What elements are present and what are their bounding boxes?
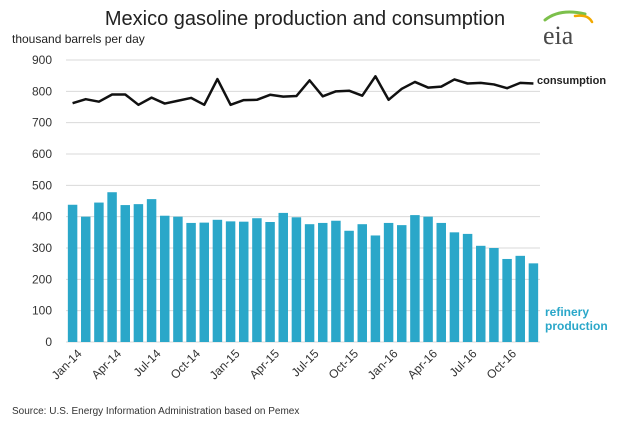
x-tick-label: Oct-15 — [326, 346, 362, 382]
consumption-series-label: consumption — [537, 75, 606, 87]
x-tick-label: Jul-16 — [447, 346, 480, 379]
x-tick-label: Jan-14 — [49, 346, 85, 382]
x-tick-label: Jul-14 — [131, 346, 164, 379]
bar — [146, 199, 157, 342]
bar — [199, 222, 209, 342]
x-tick-label: Oct-14 — [168, 346, 204, 382]
y-tick-label: 600 — [32, 147, 52, 161]
y-tick-label: 300 — [32, 241, 52, 255]
bar — [225, 221, 236, 342]
y-tick-label: 700 — [32, 116, 52, 130]
y-tick-label: 900 — [32, 53, 52, 67]
x-tick-label: Oct-16 — [484, 346, 520, 382]
eia-logo-swoosh — [543, 10, 587, 22]
source-note: Source: U.S. Energy Information Administ… — [12, 406, 299, 417]
bar — [476, 245, 486, 342]
bar — [212, 219, 223, 342]
bar — [239, 221, 249, 342]
bar — [383, 222, 394, 342]
series-label-word: production — [545, 319, 608, 333]
y-tick-label: 0 — [45, 335, 52, 349]
bar — [291, 217, 302, 342]
y-tick-label: 800 — [32, 84, 52, 98]
bar — [107, 192, 117, 342]
bar — [436, 222, 446, 342]
bar — [410, 215, 420, 342]
y-tick-label: 200 — [32, 272, 52, 286]
y-axis-ticks: 0 100 200 300 400 500 600 700 800 900 — [32, 53, 52, 349]
consumption-line — [72, 75, 534, 107]
bar — [94, 202, 104, 342]
y-tick-label: 400 — [32, 210, 52, 224]
bar — [370, 235, 381, 342]
x-tick-label: Apr-14 — [89, 346, 125, 382]
bar — [331, 220, 341, 342]
x-tick-label: Jan-16 — [365, 346, 401, 382]
consumption-series — [72, 75, 534, 107]
x-tick-label: Jul-15 — [289, 346, 322, 379]
series-label-word: refinery — [545, 305, 589, 319]
bar — [133, 204, 144, 342]
x-tick-label: Apr-16 — [405, 346, 441, 382]
bar — [81, 216, 91, 342]
bar — [423, 216, 433, 342]
bar — [304, 224, 315, 342]
eia-logo: eia — [543, 10, 594, 50]
y-tick-label: 100 — [32, 304, 52, 318]
bar — [515, 255, 525, 342]
chart-title: Mexico gasoline production and consumpti… — [105, 8, 505, 30]
bar — [278, 212, 288, 342]
bar — [462, 233, 473, 342]
bar — [252, 218, 262, 342]
x-axis-ticks: Jan-14 Apr-14 Jul-14 Oct-14 Jan-15 Apr-15 Jul-… — [49, 346, 520, 382]
eia-logo-text: eia — [543, 21, 574, 50]
y-tick-label: 500 — [32, 178, 52, 192]
bar — [528, 263, 539, 342]
bar — [357, 224, 367, 342]
x-tick-label: Jan-15 — [207, 346, 243, 382]
bar — [67, 204, 78, 342]
bar — [449, 232, 460, 342]
bar — [502, 258, 512, 342]
refinery-production-bars — [67, 192, 539, 342]
bar — [265, 221, 275, 342]
bar — [489, 248, 499, 342]
bar — [344, 230, 354, 342]
bar — [120, 205, 130, 342]
eia-logo-swoosh-accent — [573, 14, 594, 24]
bar — [318, 222, 328, 342]
bar — [186, 222, 196, 342]
bar — [397, 225, 407, 342]
y-axis-unit-label: thousand barrels per day — [12, 32, 145, 46]
x-tick-label: Apr-15 — [247, 346, 283, 382]
gridlines — [66, 59, 540, 343]
bar — [160, 215, 170, 342]
refinery-production-series-label: refinery production — [545, 305, 608, 333]
bar — [173, 216, 183, 342]
